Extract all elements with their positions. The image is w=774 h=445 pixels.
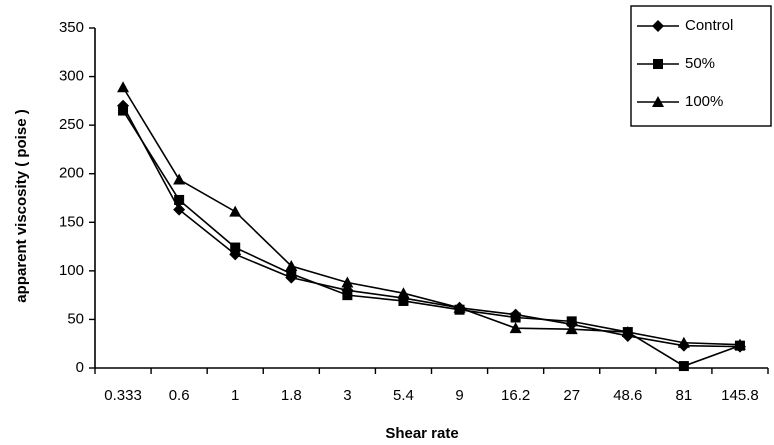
series-100 xyxy=(117,81,746,350)
data-point-100 xyxy=(677,336,690,348)
x-tick-label: 3 xyxy=(343,387,351,404)
y-tick-label: 100 xyxy=(59,262,84,279)
x-tick-label: 145.8 xyxy=(721,387,759,404)
data-point-100 xyxy=(173,173,186,185)
data-point-50 xyxy=(118,105,129,116)
y-axis-title: apparent viscosity ( poise ) xyxy=(13,109,30,302)
data-point-100 xyxy=(397,287,410,299)
x-tick-label: 81 xyxy=(676,387,693,404)
series-line-50 xyxy=(122,110,741,367)
data-point-100 xyxy=(117,81,130,93)
y-tick-label: 250 xyxy=(59,116,84,133)
data-point-50 xyxy=(510,312,521,323)
legend-item-100: 100% xyxy=(637,93,723,110)
x-tick-label: 48.6 xyxy=(613,387,642,404)
data-point-100 xyxy=(229,205,242,217)
data-point-100 xyxy=(453,301,466,313)
series-line-100 xyxy=(122,86,740,346)
x-tick-label: 9 xyxy=(455,387,463,404)
legend-label: 50% xyxy=(685,55,715,72)
data-point-control xyxy=(173,203,186,216)
data-point-50 xyxy=(230,242,241,253)
series-group xyxy=(117,81,746,372)
legend-item-control: Control xyxy=(637,17,733,34)
legend: Control 50% 100% xyxy=(630,5,772,127)
data-point-50 xyxy=(566,316,577,327)
y-axis-ticks: 0 50 100 150 200 250 300 350 xyxy=(59,19,95,376)
x-tick-label: 0.6 xyxy=(169,387,190,404)
legend-item-50: 50% xyxy=(637,55,715,72)
series-control xyxy=(117,99,746,353)
series-50 xyxy=(118,105,745,372)
data-point-100 xyxy=(285,260,298,271)
x-tick-label: 16.2 xyxy=(501,387,530,404)
y-tick-label: 300 xyxy=(59,68,84,85)
y-tick-label: 50 xyxy=(67,310,84,327)
x-axis-ticks: 0.333 0.6 1 1.8 3 5.4 9 16.2 27 48.6 81 145.8 xyxy=(94,368,769,404)
y-tick-label: 0 xyxy=(76,359,84,376)
x-tick-label: 27 xyxy=(563,387,580,404)
data-point-50 xyxy=(398,295,409,306)
series-line-control xyxy=(122,105,740,348)
data-point-100 xyxy=(621,326,634,338)
legend-marker-100 xyxy=(652,96,664,107)
x-tick-label: 5.4 xyxy=(393,387,414,404)
y-tick-label: 200 xyxy=(59,165,84,182)
data-point-50 xyxy=(286,268,297,279)
x-axis-title: Shear rate xyxy=(385,425,458,442)
legend-label: 100% xyxy=(685,93,723,110)
data-point-100 xyxy=(733,338,746,350)
legend-label: Control xyxy=(685,17,733,34)
data-point-50 xyxy=(174,194,185,205)
data-point-100 xyxy=(341,276,354,288)
x-tick-label: 0.333 xyxy=(104,387,142,404)
legend-marker-control xyxy=(652,20,664,32)
data-point-50 xyxy=(342,290,353,301)
y-tick-label: 150 xyxy=(59,213,84,230)
y-tick-label: 350 xyxy=(59,19,84,36)
data-point-50 xyxy=(678,361,689,372)
data-point-100 xyxy=(565,323,578,335)
x-tick-label: 1.8 xyxy=(281,387,302,404)
data-point-100 xyxy=(509,322,522,334)
x-tick-label: 1 xyxy=(231,387,239,404)
legend-marker-50 xyxy=(653,59,663,69)
